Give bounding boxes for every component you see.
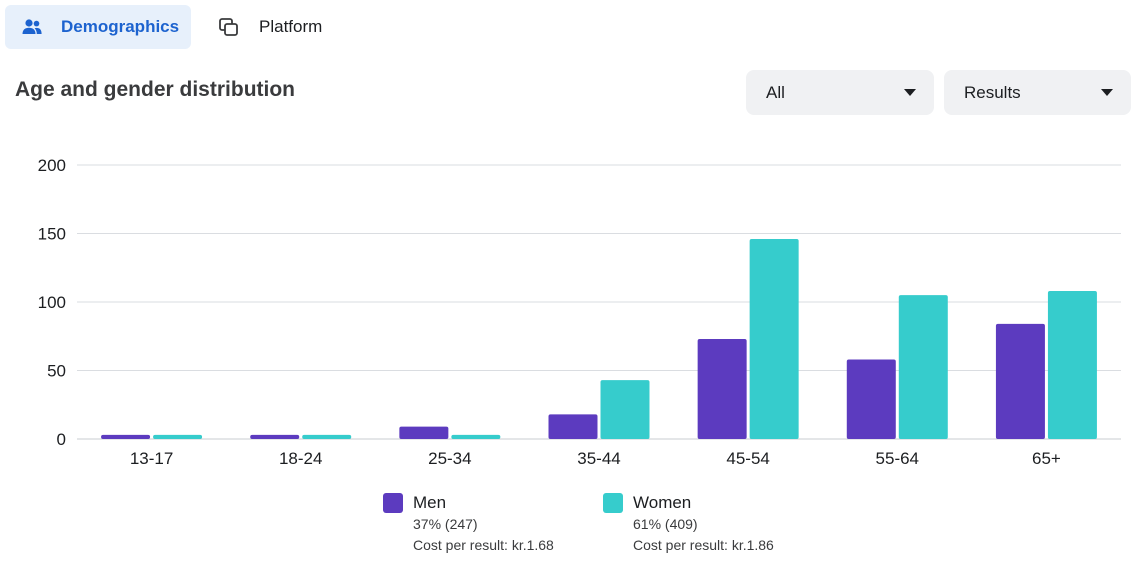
legend-cost: Cost per result: kr.1.86 [633, 537, 774, 553]
bar-women-35-44[interactable] [600, 380, 650, 439]
overlapping-squares-icon [217, 15, 241, 39]
legend-swatch-men [383, 493, 403, 513]
bar-women-25-34[interactable] [451, 434, 501, 439]
metric-dropdown[interactable]: Results [944, 70, 1131, 115]
audience-dropdown-value: All [766, 82, 785, 102]
tab-platform[interactable]: Platform [210, 5, 340, 49]
bar-men-45-54[interactable] [697, 338, 747, 439]
y-tick-label: 200 [38, 156, 66, 175]
age-gender-bar-chart: 0 50 100 150 200 13-17 18-24 25-34 35-44 45-54 55-… [38, 156, 1121, 468]
legend-swatch-women [603, 493, 623, 513]
x-tick-label: 13-17 [130, 449, 173, 468]
y-tick-label: 100 [38, 293, 66, 312]
tab-demographics-label: Demographics [61, 17, 180, 36]
bar-men-35-44[interactable] [548, 414, 598, 439]
x-tick-label: 35-44 [577, 449, 620, 468]
bar-women-55-64[interactable] [898, 295, 948, 439]
legend-name: Men [413, 493, 447, 512]
section-title: Age and gender distribution [15, 78, 296, 101]
audience-dropdown[interactable]: All [746, 70, 934, 115]
x-tick-label: 55-64 [876, 449, 919, 468]
y-tick-label: 0 [57, 430, 66, 449]
bar-women-45-54[interactable] [749, 238, 799, 439]
legend-share: 37% (247) [413, 516, 478, 532]
x-tick-label: 18-24 [279, 449, 322, 468]
bar-men-18-24[interactable] [250, 434, 300, 439]
metric-dropdown-value: Results [964, 82, 1021, 102]
legend-share: 61% (409) [633, 516, 698, 532]
legend-cost: Cost per result: kr.1.68 [413, 537, 554, 553]
caret-down-icon [1101, 89, 1113, 96]
x-tick-label: 25-34 [428, 449, 471, 468]
legend-name: Women [633, 493, 692, 512]
y-tick-label: 50 [47, 362, 66, 381]
tab-platform-label: Platform [259, 17, 323, 36]
y-tick-label: 150 [38, 225, 66, 244]
bar-men-25-34[interactable] [399, 426, 449, 439]
people-icon [20, 15, 44, 39]
bar-men-13-17[interactable] [101, 434, 151, 439]
x-tick-label: 65+ [1032, 449, 1061, 468]
bar-men-55-64[interactable] [846, 359, 896, 439]
caret-down-icon [904, 89, 916, 96]
bar-women-18-24[interactable] [302, 434, 352, 439]
tab-demographics[interactable]: Demographics [5, 5, 191, 49]
x-tick-label: 45-54 [726, 449, 769, 468]
bar-women-65+[interactable] [1047, 291, 1097, 439]
bar-men-65+[interactable] [995, 323, 1045, 439]
bar-women-13-17[interactable] [153, 434, 203, 439]
